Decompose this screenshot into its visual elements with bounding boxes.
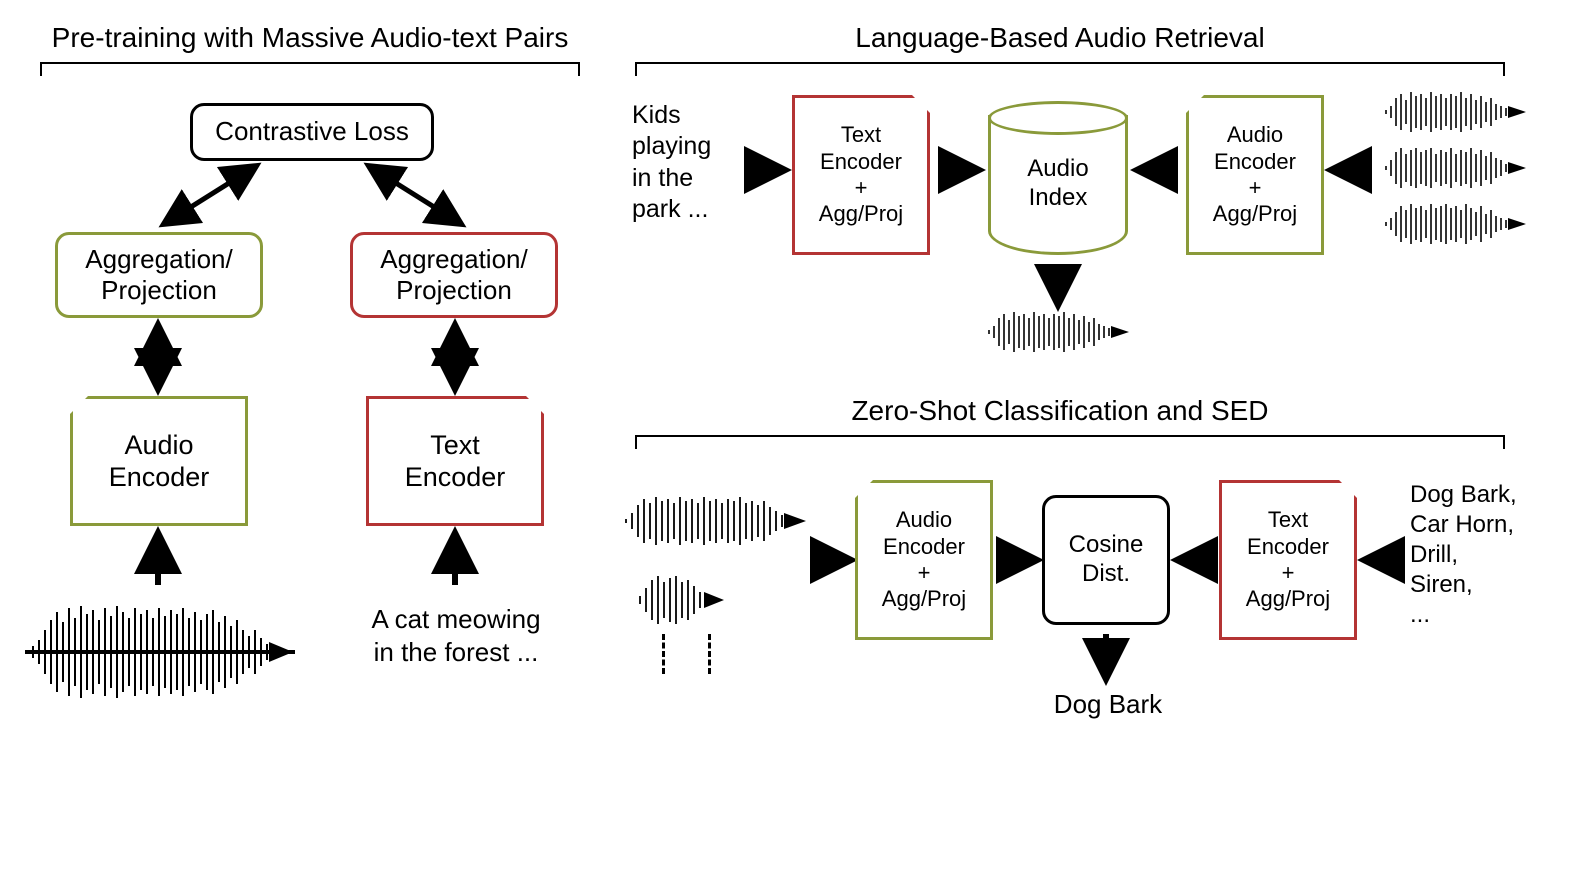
- retrieval-wave-1-icon: [1382, 88, 1532, 136]
- retrieval-audio-encoder-box: Audio Encoder + Agg/Proj: [1186, 95, 1324, 255]
- arrow-zstextenc-to-cosine: [1176, 548, 1216, 572]
- arrow-zswave-to-audioenc: [812, 548, 852, 572]
- contrastive-loss-box: Contrastive Loss: [190, 103, 434, 161]
- retrieval-query: Kids playing in the park ...: [632, 100, 742, 225]
- zeroshot-labels: Dog Bark, Car Horn, Drill, Siren, ...: [1410, 480, 1560, 630]
- retrieval-wave-3-icon: [1382, 200, 1532, 248]
- text-encoder-box: Text Encoder: [366, 396, 544, 526]
- retrieval-wave-2-icon: [1382, 144, 1532, 192]
- arrow-query-to-textenc: [742, 158, 786, 182]
- audio-index-label: Audio Index: [1027, 155, 1088, 213]
- arrow-caption-to-text-encoder: [443, 530, 467, 590]
- audio-encoder-label: Audio Encoder: [109, 429, 210, 494]
- arrow-cosine-to-output: [1094, 630, 1118, 680]
- arrow-zsaudioenc-to-cosine: [998, 548, 1038, 572]
- zeroshot-title: Zero-Shot Classification and SED: [720, 395, 1400, 427]
- retrieval-audioenc-label: Audio Encoder + Agg/Proj: [1213, 122, 1297, 228]
- pretrain-bracket: [40, 62, 580, 76]
- agg-audio-label: Aggregation/ Projection: [85, 244, 232, 306]
- arrow-audioenc-to-index: [1136, 158, 1180, 182]
- audio-index-cylinder: Audio Index: [988, 115, 1128, 255]
- agg-text-box: Aggregation/ Projection: [350, 232, 558, 318]
- arrow-textenc-to-index: [936, 158, 980, 182]
- arrow-agg-text-encoder: [443, 322, 467, 392]
- arrow-loss-to-agg-audio: [155, 160, 265, 230]
- arrow-index-to-outwave: [1046, 260, 1070, 306]
- text-encoder-label: Text Encoder: [405, 429, 506, 494]
- zeroshot-dash-1: [662, 634, 665, 674]
- retrieval-textenc-label: Text Encoder + Agg/Proj: [819, 122, 903, 228]
- zeroshot-wave-clip-icon: [620, 572, 740, 628]
- zeroshot-output: Dog Bark: [1008, 688, 1208, 721]
- agg-audio-box: Aggregation/ Projection: [55, 232, 263, 318]
- audio-encoder-box: Audio Encoder: [70, 396, 248, 526]
- cosine-dist-box: Cosine Dist.: [1042, 495, 1170, 625]
- arrow-loss-to-agg-text: [360, 160, 470, 230]
- zeroshot-audioenc-label: Audio Encoder + Agg/Proj: [882, 507, 966, 613]
- cosine-dist-label: Cosine Dist.: [1069, 531, 1144, 589]
- contrastive-loss-label: Contrastive Loss: [215, 116, 409, 147]
- arrow-waves-to-audioenc: [1330, 158, 1374, 182]
- retrieval-output-wave-icon: [985, 308, 1135, 356]
- zeroshot-dash-2: [708, 634, 711, 674]
- arrow-agg-audio-encoder: [146, 322, 170, 392]
- waveform-pretrain-icon: [25, 600, 295, 720]
- agg-text-label: Aggregation/ Projection: [380, 244, 527, 306]
- zeroshot-textenc-label: Text Encoder + Agg/Proj: [1246, 507, 1330, 613]
- retrieval-bracket: [635, 62, 1505, 76]
- zeroshot-text-encoder-box: Text Encoder + Agg/Proj: [1219, 480, 1357, 640]
- pretrain-title: Pre-training with Massive Audio-text Pai…: [40, 22, 580, 54]
- zeroshot-wave-full-icon: [622, 493, 812, 549]
- retrieval-title: Language-Based Audio Retrieval: [695, 22, 1425, 54]
- arrow-wave-to-audio-encoder: [146, 530, 170, 590]
- zeroshot-audio-encoder-box: Audio Encoder + Agg/Proj: [855, 480, 993, 640]
- pretrain-caption: A cat meowing in the forest ...: [338, 603, 574, 668]
- zeroshot-bracket: [635, 435, 1505, 449]
- arrow-zslabels-to-textenc: [1363, 548, 1403, 572]
- retrieval-text-encoder-box: Text Encoder + Agg/Proj: [792, 95, 930, 255]
